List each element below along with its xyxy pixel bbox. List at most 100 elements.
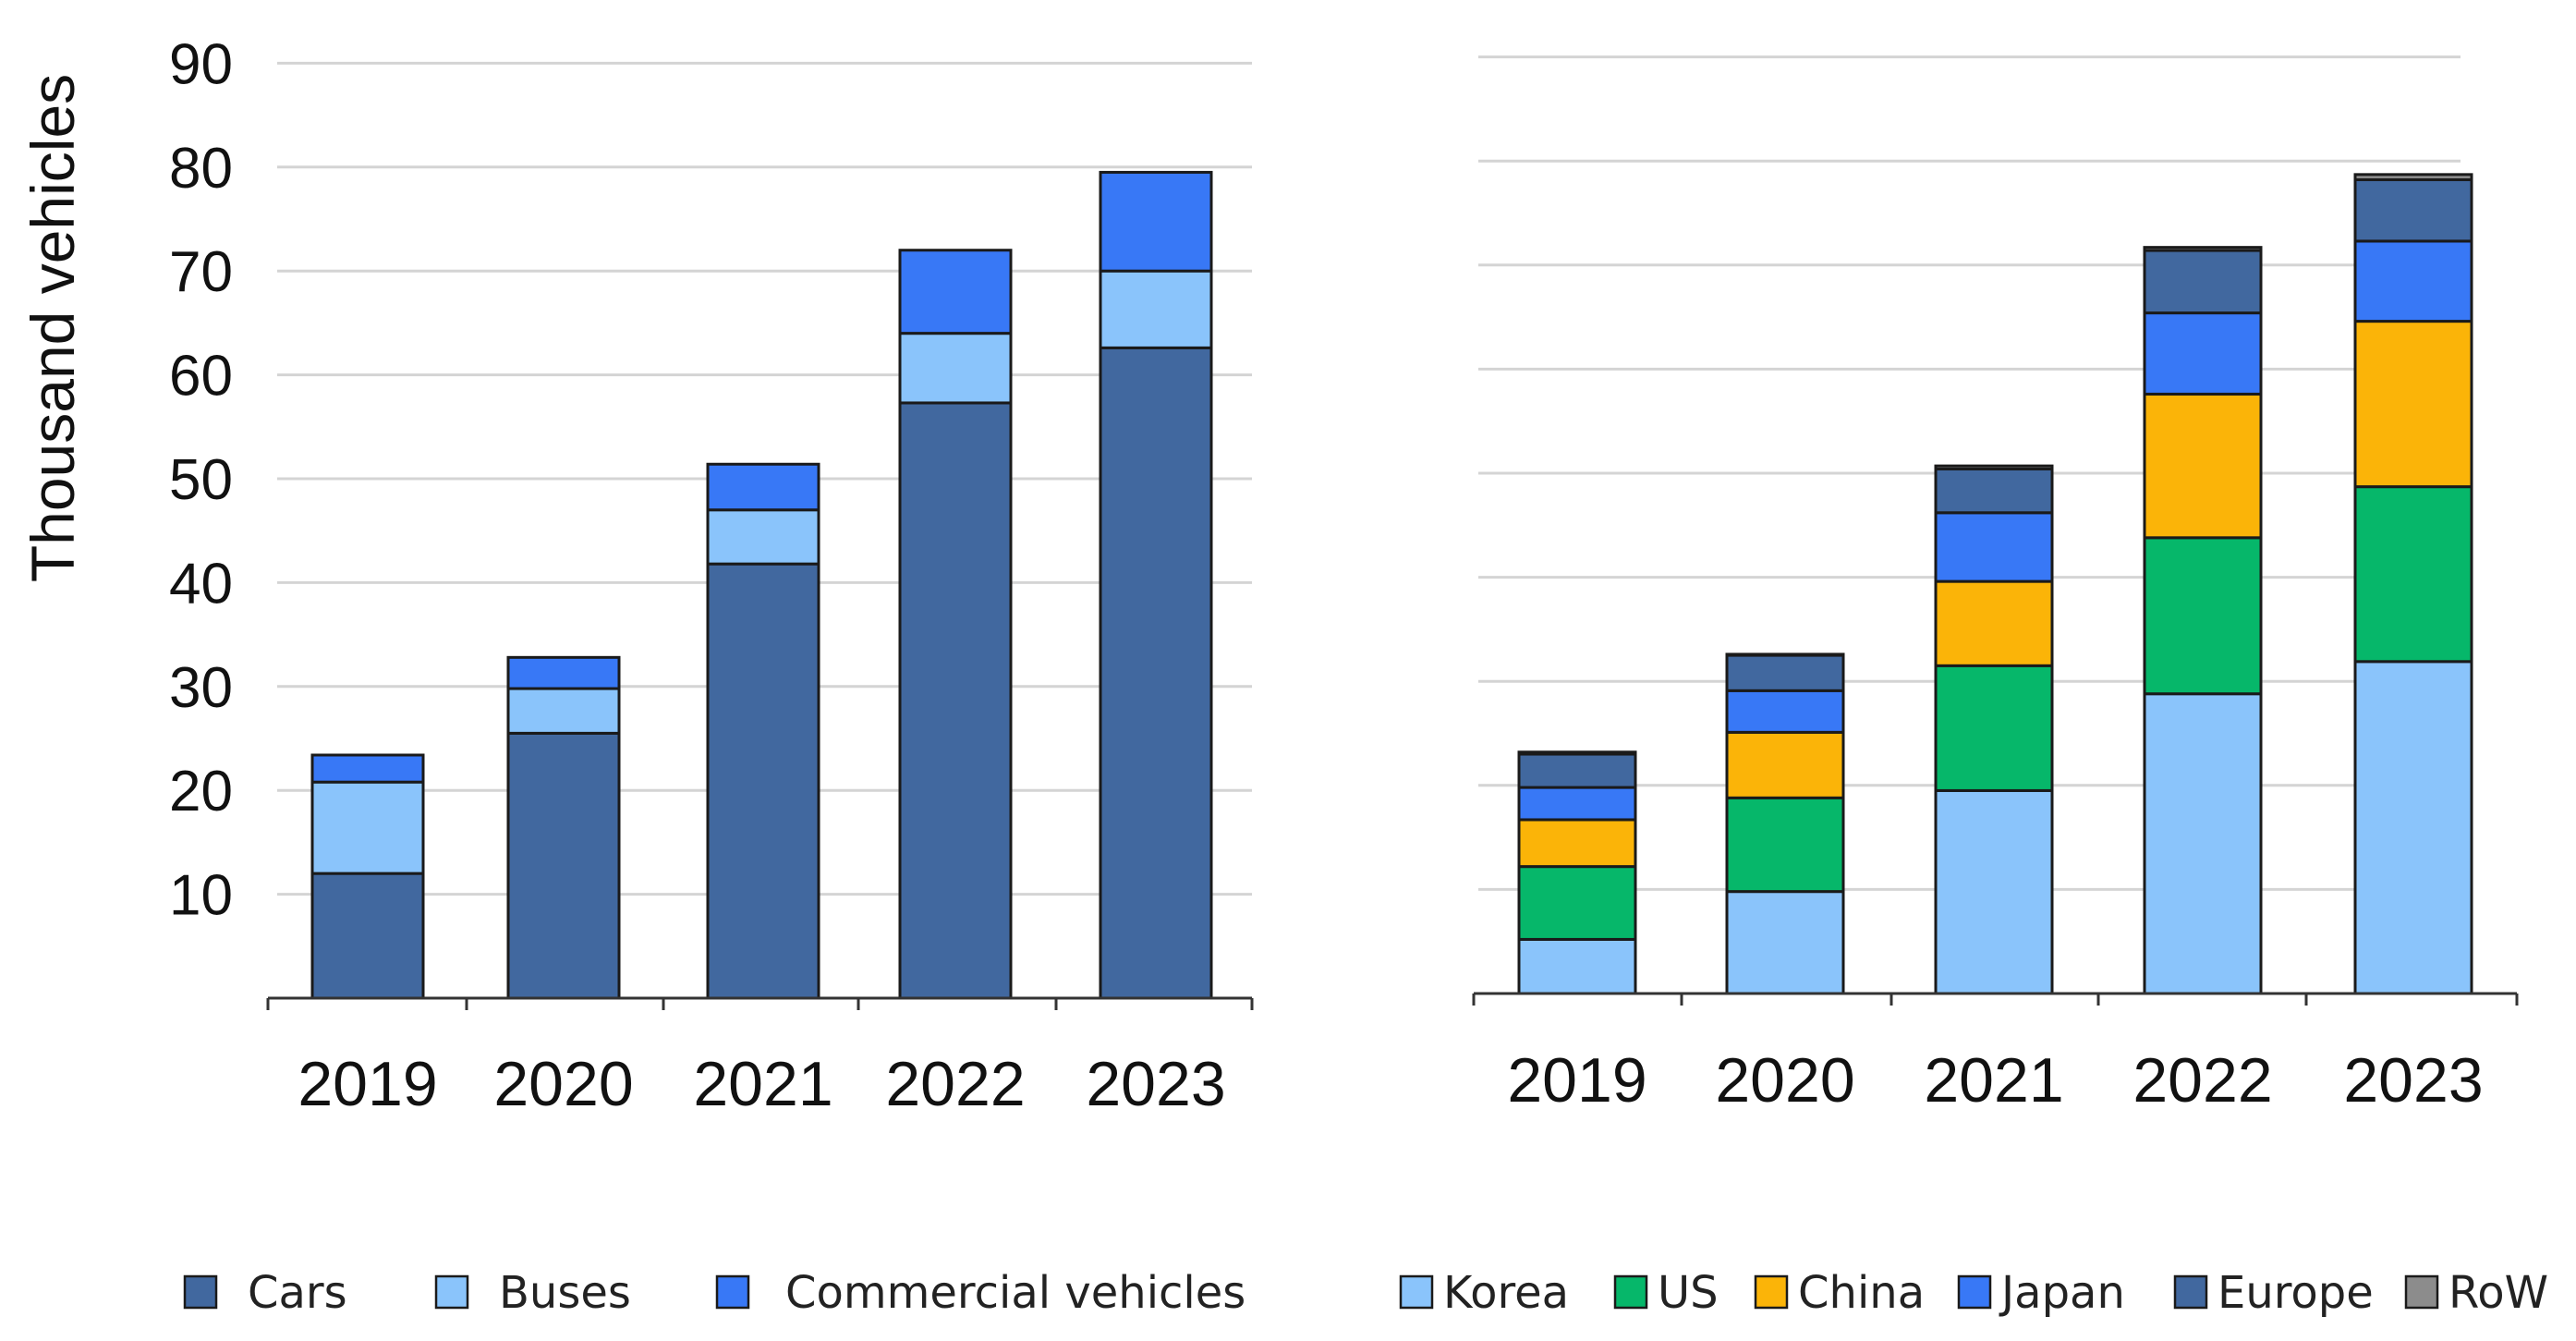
bar-segment-row-2019[interactable]	[1517, 750, 1637, 756]
bar-segment-cars-2020[interactable]	[506, 731, 621, 1000]
legend-label-korea: Korea	[1443, 1267, 1569, 1319]
bar-stack-2023	[1099, 170, 1213, 1000]
bar-stack-2023	[2353, 173, 2473, 995]
legend-item-buses[interactable]: Buses	[434, 1267, 631, 1319]
x-tick-2020: 2020	[493, 1049, 633, 1119]
x-tick-labels-left: 2019 2020 2021 2022 2023	[298, 1049, 1225, 1119]
x-tick-2019: 2019	[1507, 1045, 1646, 1115]
bar-segment-japan-2023[interactable]	[2353, 239, 2473, 323]
legend-item-commercial-vehicles[interactable]: Commercial vehicles	[715, 1267, 1245, 1319]
bars-right	[1517, 173, 2473, 995]
legend-label-us: US	[1658, 1267, 1719, 1319]
bar-segment-china-2019[interactable]	[1517, 818, 1637, 869]
bar-segment-buses-2023[interactable]	[1099, 269, 1213, 349]
bar-segment-europe-2023[interactable]	[2353, 177, 2473, 243]
y-tick-80: 80	[169, 137, 233, 201]
legend-right: Korea US China Japan Europe RoW	[1399, 1267, 2548, 1319]
bar-segment-cars-2021[interactable]	[706, 562, 820, 1000]
bar-stack-2020	[1725, 652, 1845, 995]
x-tick-2021: 2021	[693, 1049, 832, 1119]
bar-segment-us-2023[interactable]	[2353, 485, 2473, 664]
bar-segment-china-2021[interactable]	[1934, 579, 2054, 667]
y-axis-label: Thousand vehicles	[18, 74, 87, 582]
legend-label-china: China	[1798, 1267, 1925, 1319]
legend-label-commercial-vehicles: Commercial vehicles	[785, 1267, 1245, 1319]
bar-segment-europe-2021[interactable]	[1934, 467, 2054, 515]
bar-segment-japan-2019[interactable]	[1517, 786, 1637, 822]
y-tick-labels-left: 10 20 30 40 50 60 70 80 90	[169, 32, 233, 927]
bar-segment-europe-2019[interactable]	[1517, 752, 1637, 789]
legend-swatch-korea	[1399, 1274, 1434, 1310]
legend-swatch-buses	[434, 1274, 469, 1310]
bar-segment-row-2020[interactable]	[1725, 652, 1845, 657]
bar-stack-2022	[898, 249, 1013, 1000]
bar-segment-commercial-vehicles-2019[interactable]	[310, 753, 425, 784]
legend-swatch-commercial-vehicles	[715, 1274, 750, 1310]
bar-segment-cars-2023[interactable]	[1099, 346, 1213, 1000]
x-tick-2023: 2023	[2343, 1045, 2483, 1115]
bar-segment-us-2019[interactable]	[1517, 865, 1637, 941]
legend-item-row[interactable]: RoW	[2404, 1267, 2548, 1319]
bar-segment-korea-2022[interactable]	[2143, 692, 2263, 995]
legend-label-row: RoW	[2448, 1267, 2548, 1319]
legend-item-cars[interactable]: Cars	[183, 1267, 347, 1319]
legend-label-cars: Cars	[248, 1267, 347, 1319]
bar-stack-2021	[1934, 464, 2054, 995]
bar-segment-us-2020[interactable]	[1725, 796, 1845, 894]
legend-swatch-row	[2404, 1274, 2439, 1310]
y-tick-20: 20	[169, 760, 233, 823]
bar-segment-china-2020[interactable]	[1725, 730, 1845, 799]
y-tick-40: 40	[169, 552, 233, 616]
legend-item-korea[interactable]: Korea	[1399, 1267, 1569, 1319]
legend-label-europe: Europe	[2218, 1267, 2374, 1319]
bar-segment-korea-2021[interactable]	[1934, 788, 2054, 995]
bar-segment-buses-2022[interactable]	[898, 332, 1013, 405]
bar-segment-us-2021[interactable]	[1934, 664, 2054, 792]
bar-segment-buses-2019[interactable]	[310, 780, 425, 875]
bar-segment-europe-2020[interactable]	[1725, 653, 1845, 692]
bars-left	[310, 170, 1213, 1000]
chart-right-by-region: 2019 2020 2021 2022 2023 Korea US China Japan Eur…	[1399, 55, 2548, 1319]
x-tick-2023: 2023	[1086, 1049, 1225, 1119]
bar-segment-commercial-vehicles-2021[interactable]	[706, 462, 820, 512]
legend-label-buses: Buses	[499, 1267, 631, 1319]
y-tick-60: 60	[169, 345, 233, 408]
bar-stack-2019	[310, 753, 425, 1000]
legend-left: Cars Buses Commercial vehicles	[183, 1267, 1245, 1319]
bar-segment-us-2022[interactable]	[2143, 536, 2263, 696]
x-tick-2022: 2022	[885, 1049, 1025, 1119]
bar-segment-japan-2021[interactable]	[1934, 511, 2054, 583]
bar-segment-row-2021[interactable]	[1934, 464, 2054, 470]
bar-segment-buses-2020[interactable]	[506, 687, 621, 735]
bar-segment-europe-2022[interactable]	[2143, 249, 2263, 315]
y-tick-30: 30	[169, 656, 233, 720]
bar-segment-cars-2019[interactable]	[310, 872, 425, 1000]
legend-item-us[interactable]: US	[1613, 1267, 1719, 1319]
bar-segment-korea-2019[interactable]	[1517, 937, 1637, 995]
legend-swatch-us	[1613, 1274, 1648, 1310]
bar-segment-row-2022[interactable]	[2143, 246, 2263, 252]
bar-segment-cars-2022[interactable]	[898, 401, 1013, 1000]
x-tick-labels-right: 2019 2020 2021 2022 2023	[1507, 1045, 2483, 1115]
bar-segment-commercial-vehicles-2022[interactable]	[898, 249, 1013, 335]
y-tick-50: 50	[169, 448, 233, 512]
bar-segment-korea-2023[interactable]	[2353, 660, 2473, 995]
legend-item-japan[interactable]: Japan	[1957, 1267, 2125, 1319]
bar-segment-row-2023[interactable]	[2353, 173, 2473, 181]
x-tick-2019: 2019	[298, 1049, 437, 1119]
legend-item-china[interactable]: China	[1754, 1267, 1925, 1319]
bar-segment-china-2023[interactable]	[2353, 320, 2473, 489]
bar-segment-china-2022[interactable]	[2143, 392, 2263, 540]
bar-segment-japan-2020[interactable]	[1725, 689, 1845, 734]
legend-item-europe[interactable]: Europe	[2173, 1267, 2374, 1319]
bar-segment-commercial-vehicles-2023[interactable]	[1099, 170, 1213, 273]
bar-segment-buses-2021[interactable]	[706, 508, 820, 566]
bar-stack-2021	[706, 462, 820, 1000]
bar-segment-japan-2022[interactable]	[2143, 311, 2263, 396]
bar-segment-commercial-vehicles-2020[interactable]	[506, 655, 621, 690]
x-tick-2020: 2020	[1715, 1045, 1854, 1115]
bar-segment-korea-2020[interactable]	[1725, 890, 1845, 995]
x-tick-2022: 2022	[2132, 1045, 2272, 1115]
